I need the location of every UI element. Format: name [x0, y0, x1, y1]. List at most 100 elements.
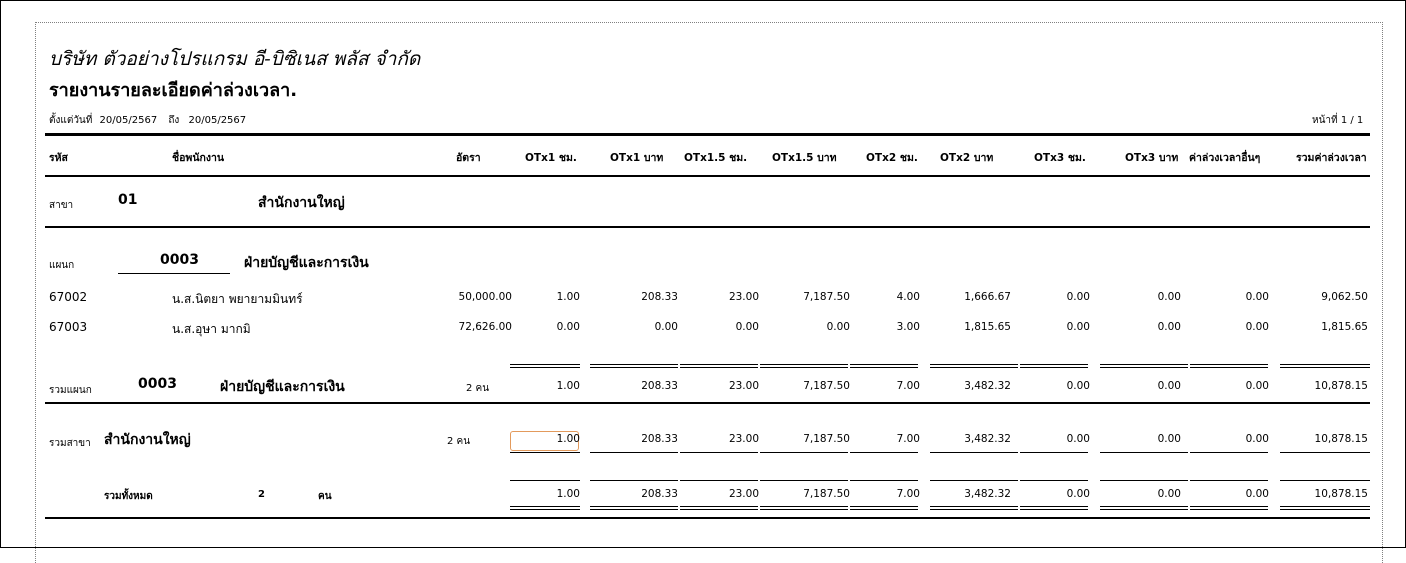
employee-id: 67003 — [49, 320, 88, 334]
total-rule — [1100, 364, 1188, 365]
total-rule — [680, 367, 758, 368]
employee-value: 1,815.65 — [964, 321, 1011, 333]
total-rule — [930, 364, 1018, 365]
total-rule — [760, 480, 848, 481]
page-label: หน้าที่ — [1312, 115, 1338, 126]
employee-id: 67002 — [49, 290, 88, 304]
employee-value: 0.00 — [556, 321, 580, 333]
total-rule — [590, 452, 678, 453]
branch-total-value: 0.00 — [1066, 433, 1090, 445]
total-rule — [1020, 367, 1088, 368]
column-header: รหัส — [49, 152, 68, 164]
branch-total-value: 7.00 — [896, 433, 920, 445]
selected-cell-highlight[interactable] — [510, 431, 579, 451]
branch-total-value: 208.33 — [641, 433, 678, 445]
total-rule — [1190, 506, 1268, 507]
total-rule — [1190, 367, 1268, 368]
total-rule — [930, 452, 1018, 453]
total-rule — [680, 452, 758, 453]
employee-value: 1.00 — [556, 291, 580, 303]
column-header: OTx3 ชม. — [1034, 152, 1086, 164]
column-header: OTx1.5 บาท — [772, 152, 837, 164]
branch-total-value: 10,878.15 — [1314, 433, 1368, 445]
employee-value: 0.00 — [654, 321, 678, 333]
dept-total-value: 0.00 — [1157, 380, 1181, 392]
branch-rule — [45, 226, 1370, 228]
dept-total-rule — [45, 402, 1370, 404]
total-rule — [760, 367, 848, 368]
employee-value: 0.00 — [1066, 321, 1090, 333]
grand-total-count: 2 — [258, 489, 265, 500]
total-rule — [510, 506, 580, 507]
column-header: OTx1 บาท — [610, 152, 664, 164]
date-to: 20/05/2567 — [188, 115, 247, 126]
branch-total-value: 3,482.32 — [964, 433, 1011, 445]
total-rule — [930, 509, 1018, 510]
employee-value: 23.00 — [728, 291, 759, 303]
total-rule — [1020, 509, 1088, 510]
branch-total-name: สำนักงานใหญ่ — [104, 432, 191, 448]
dept-total-value: 1.00 — [556, 380, 580, 392]
branch-total-value: 7,187.50 — [803, 433, 850, 445]
total-rule — [510, 480, 580, 481]
employee-value: 7,187.50 — [803, 291, 850, 303]
date-range: ตั้งแต่วันที่ 20/05/2567 ถึง 20/05/2567 — [49, 113, 246, 128]
dept-total-value: 0.00 — [1066, 380, 1090, 392]
total-rule — [590, 509, 678, 510]
total-rule — [1280, 509, 1370, 510]
date-from: 20/05/2567 — [99, 115, 158, 126]
employee-value: 1,666.67 — [964, 291, 1011, 303]
column-header: OTx1 ชม. — [525, 152, 577, 164]
dept-total-value: 7,187.50 — [803, 380, 850, 392]
total-rule — [850, 452, 918, 453]
employee-value: 4.00 — [896, 291, 920, 303]
employee-value: 3.00 — [896, 321, 920, 333]
branch-name: สำนักงานใหญ่ — [258, 195, 345, 211]
total-rule — [680, 506, 758, 507]
report-title: รายงานรายละเอียดค่าล่วงเวลา. — [49, 80, 298, 101]
employee-name: น.ส.นิตยา พยายามมินทร์ — [172, 292, 303, 306]
dept-total-count: 2 คน — [466, 383, 490, 394]
grand-total-value: 0.00 — [1157, 488, 1181, 500]
column-header: รวมค่าล่วงเวลา — [1296, 152, 1367, 164]
department-label: แผนก — [49, 260, 75, 271]
employee-rate: 72,626.00 — [458, 321, 512, 333]
employee-value: 0.00 — [1157, 291, 1181, 303]
total-rule — [1020, 452, 1088, 453]
grand-total-value: 7.00 — [896, 488, 920, 500]
total-rule — [1100, 506, 1188, 507]
branch-total-value: 23.00 — [728, 433, 759, 445]
column-header: OTx2 ชม. — [866, 152, 918, 164]
branch-total-count: 2 คน — [447, 436, 471, 447]
dept-total-value: 0.00 — [1245, 380, 1269, 392]
total-rule — [510, 452, 580, 453]
total-rule — [1190, 509, 1268, 510]
total-rule — [760, 364, 848, 365]
total-rule — [760, 509, 848, 510]
column-header: อัตรา — [456, 152, 481, 164]
total-rule — [850, 364, 918, 365]
total-rule — [850, 509, 918, 510]
total-rule — [1100, 509, 1188, 510]
dept-total-value: 10,878.15 — [1314, 380, 1368, 392]
total-rule — [1280, 364, 1370, 365]
total-rule — [680, 509, 758, 510]
total-rule — [590, 367, 678, 368]
branch-label: สาขา — [49, 200, 74, 211]
employee-value: 208.33 — [641, 291, 678, 303]
dept-total-label: รวมแผนก — [49, 385, 92, 396]
total-rule — [1020, 506, 1088, 507]
employee-value: 0.00 — [1245, 321, 1269, 333]
employee-name: น.ส.อุษา มากมิ — [172, 322, 251, 336]
total-rule — [1280, 367, 1370, 368]
header-bottom-rule — [45, 175, 1370, 177]
grand-total-value: 10,878.15 — [1314, 488, 1368, 500]
dept-total-value: 7.00 — [896, 380, 920, 392]
date-to-label: ถึง — [168, 115, 180, 126]
column-header: OTx2 บาท — [940, 152, 994, 164]
department-code: 0003 — [160, 252, 199, 268]
grand-total-value: 1.00 — [556, 488, 580, 500]
grand-total-value: 0.00 — [1245, 488, 1269, 500]
dept-total-value: 23.00 — [728, 380, 759, 392]
grand-total-value: 208.33 — [641, 488, 678, 500]
